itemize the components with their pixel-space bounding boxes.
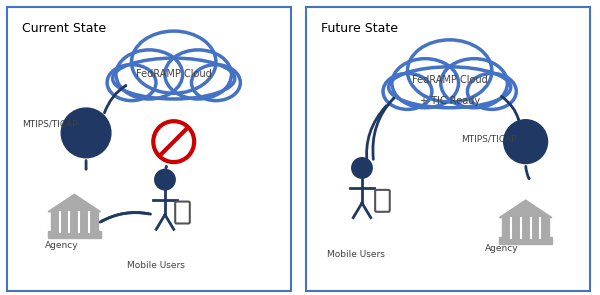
Text: Current State: Current State [22, 22, 106, 35]
Circle shape [504, 120, 548, 163]
FancyArrowPatch shape [526, 166, 529, 178]
Ellipse shape [113, 58, 235, 99]
Circle shape [352, 158, 372, 178]
Text: MTIPS/TICAP: MTIPS/TICAP [22, 119, 77, 129]
Ellipse shape [389, 67, 511, 108]
Circle shape [61, 108, 111, 158]
Ellipse shape [191, 65, 241, 101]
FancyArrowPatch shape [100, 212, 149, 222]
FancyArrowPatch shape [502, 96, 518, 119]
FancyBboxPatch shape [7, 7, 290, 291]
Ellipse shape [165, 50, 232, 99]
Text: MTIPS/TICAP: MTIPS/TICAP [461, 134, 517, 143]
Polygon shape [499, 200, 552, 218]
Text: Agency: Agency [45, 241, 79, 250]
FancyBboxPatch shape [502, 218, 549, 238]
FancyBboxPatch shape [375, 190, 390, 212]
Text: Mobile Users: Mobile Users [327, 250, 385, 258]
FancyBboxPatch shape [175, 201, 190, 224]
Text: FedRAMP Cloud: FedRAMP Cloud [136, 69, 212, 79]
Ellipse shape [107, 65, 156, 101]
Ellipse shape [407, 40, 492, 102]
Circle shape [155, 169, 175, 190]
FancyBboxPatch shape [307, 7, 590, 291]
Ellipse shape [467, 73, 516, 109]
Ellipse shape [116, 50, 182, 99]
Text: FedRAMP Cloud: FedRAMP Cloud [412, 75, 488, 85]
FancyArrowPatch shape [104, 86, 126, 113]
Text: + TIC Ready: + TIC Ready [419, 96, 480, 106]
FancyBboxPatch shape [51, 212, 98, 232]
Ellipse shape [383, 73, 432, 109]
FancyBboxPatch shape [499, 237, 552, 244]
Ellipse shape [131, 31, 216, 93]
FancyArrowPatch shape [373, 98, 394, 159]
FancyArrowPatch shape [102, 213, 151, 221]
FancyBboxPatch shape [48, 231, 101, 238]
Circle shape [153, 121, 194, 162]
Polygon shape [48, 194, 101, 212]
Ellipse shape [392, 59, 458, 108]
Text: Mobile Users: Mobile Users [127, 261, 185, 270]
Ellipse shape [441, 59, 508, 108]
Text: Future State: Future State [321, 22, 398, 35]
Text: Agency: Agency [485, 244, 518, 253]
FancyArrowPatch shape [367, 106, 386, 163]
